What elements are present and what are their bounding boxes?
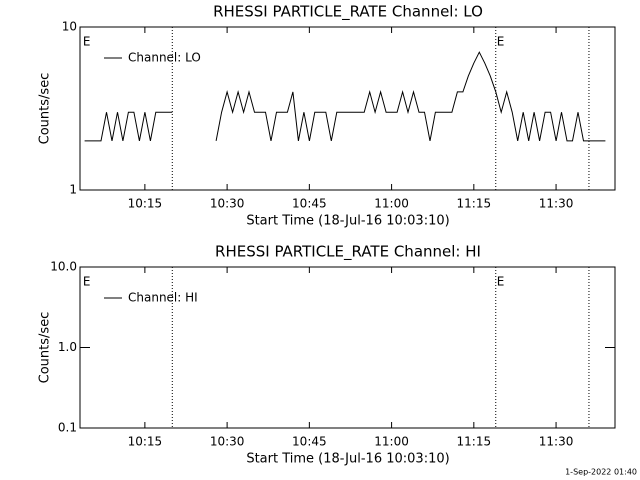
x-tick-label: 10:30: [210, 197, 245, 211]
annotation: E: [83, 35, 91, 49]
x-tick-label: 10:15: [128, 197, 163, 211]
y-tick-label: 1.0: [58, 340, 77, 354]
annotation: E: [83, 275, 91, 289]
timestamp: 1-Sep-2022 01:40: [565, 468, 637, 477]
x-tick-label: 11:15: [457, 197, 492, 211]
plot-frame: [79, 26, 616, 191]
chart-title: RHESSI PARTICLE_RATE Channel: LO: [213, 3, 483, 22]
chart-title: RHESSI PARTICLE_RATE Channel: HI: [215, 243, 481, 262]
x-tick-label: 11:15: [457, 435, 492, 449]
x-tick-label: 11:30: [539, 435, 574, 449]
y-tick-label: 1: [69, 183, 77, 197]
data-line: [84, 51, 606, 142]
x-tick-label: 11:00: [374, 197, 409, 211]
x-axis-label: Start Time (18-Jul-16 10:03:10): [246, 214, 449, 229]
y-axis-label: Counts/sec: [38, 312, 53, 384]
annotation: E: [497, 275, 505, 289]
annotation: E: [497, 35, 505, 49]
x-tick-label: 10:30: [210, 435, 245, 449]
x-tick-label: 10:15: [128, 435, 163, 449]
y-tick-label: 10: [62, 20, 77, 34]
x-tick-label: 11:00: [374, 435, 409, 449]
x-tick-label: 10:45: [292, 197, 327, 211]
x-tick-label: 11:30: [539, 197, 574, 211]
legend-label: Channel: HI: [128, 291, 198, 305]
x-tick-label: 10:45: [292, 435, 327, 449]
legend-label: Channel: LO: [128, 51, 201, 65]
y-tick-label: 0.1: [58, 421, 77, 435]
x-axis-label: Start Time (18-Jul-16 10:03:10): [246, 452, 449, 467]
y-axis-label: Counts/sec: [38, 73, 53, 145]
y-tick-label: 10.0: [50, 260, 77, 274]
